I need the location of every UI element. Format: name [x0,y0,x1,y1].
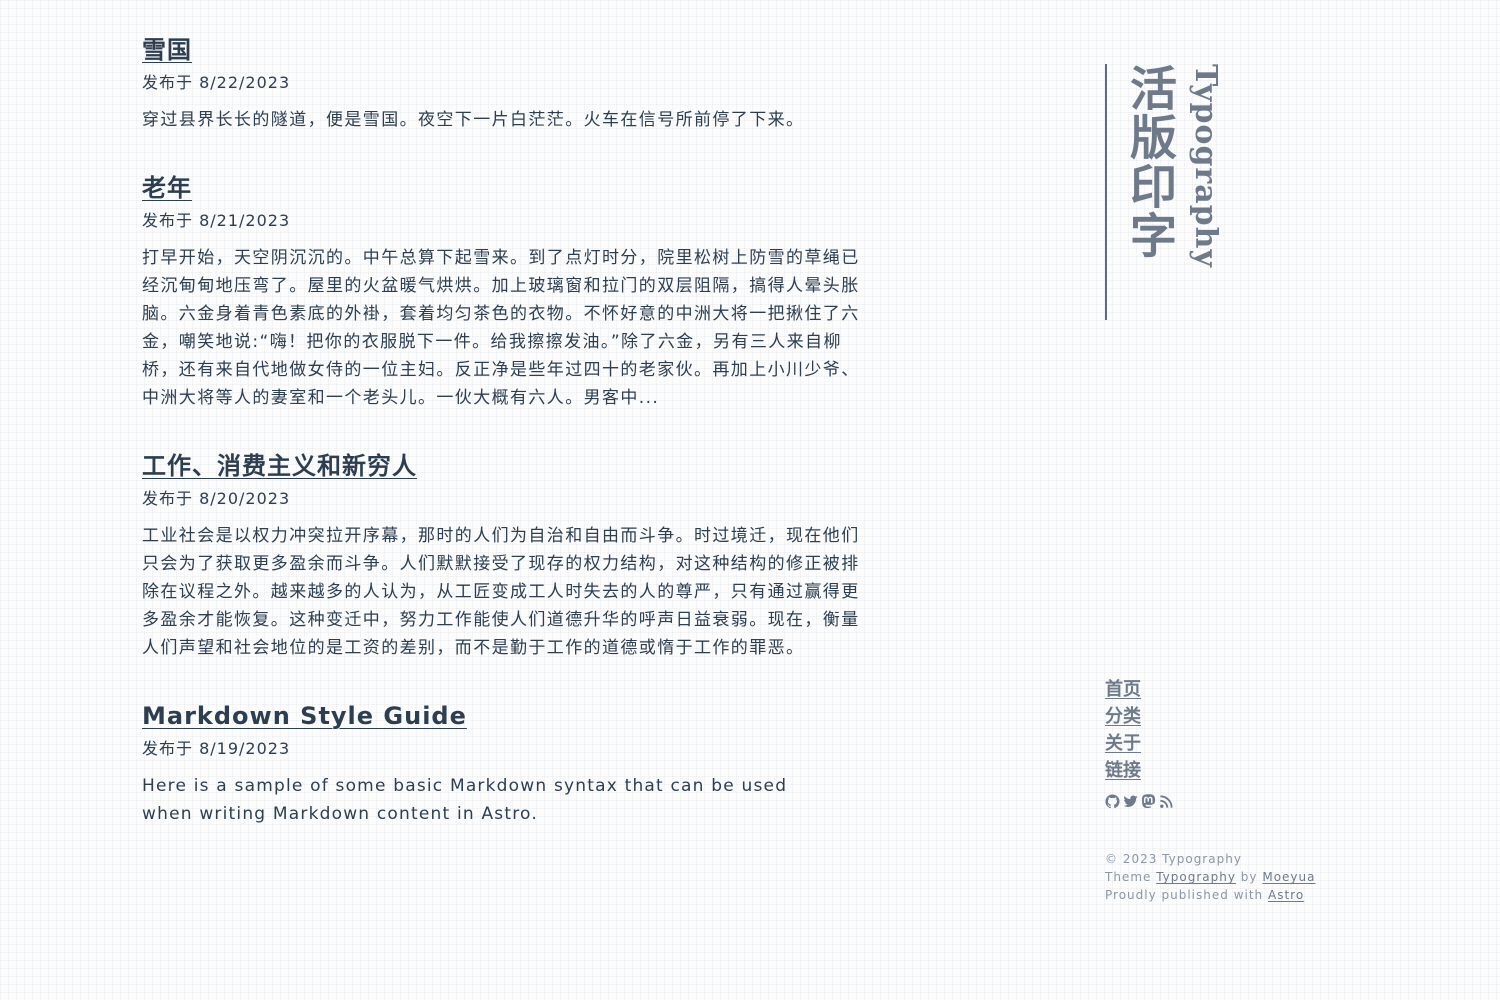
post-date: 发布于 8/22/2023 [142,73,291,92]
nav-home-link[interactable]: 首页 [1105,679,1141,700]
site-title-cn[interactable]: 活版印字 [1121,64,1176,260]
post-item: Markdown Style Guide 发布于 8/19/2023 Here … [142,700,882,828]
footer-theme-line: Theme Typography by Moeyua [1105,868,1315,886]
post-date: 发布于 8/21/2023 [142,211,291,230]
footer-by: by [1240,870,1258,884]
post-excerpt: 打早开始，天空阴沉沉的。中午总算下起雪来。到了点灯时分，院里松树上防雪的草绳已经… [142,248,860,408]
author-link[interactable]: Moeyua [1262,870,1316,884]
post-title-link[interactable]: Markdown Style Guide [142,702,467,730]
post-excerpt: Here is a sample of some basic Markdown … [142,776,788,824]
theme-link[interactable]: Typography [1156,870,1236,884]
site-nav: 首页 分类 关于 链接 [1105,676,1141,784]
post-item: 雪国 发布于 8/22/2023 穿过县界长长的隧道，便是雪国。夜空下一片白茫茫… [142,34,882,134]
footer-copyright: © 2023 Typography [1105,852,1242,866]
post-item: 工作、消费主义和新穷人 发布于 8/20/2023 工业社会是以权力冲突拉开序幕… [142,450,882,662]
social-links [1105,794,1174,809]
mastodon-icon[interactable] [1141,794,1156,809]
post-title-link[interactable]: 工作、消费主义和新穷人 [142,452,417,480]
post-date: 发布于 8/20/2023 [142,489,291,508]
post-title-link[interactable]: 雪国 [142,36,192,64]
footer-published-line: Proudly published with Astro [1105,886,1315,904]
footer-published-prefix: Proudly published with [1105,888,1264,902]
post-item: 老年 发布于 8/21/2023 打早开始，天空阴沉沉的。中午总算下起雪来。到了… [142,172,882,412]
github-icon[interactable] [1105,794,1120,809]
site-title-en[interactable]: Typography [1188,64,1223,268]
post-list: 雪国 发布于 8/22/2023 穿过县界长长的隧道，便是雪国。夜空下一片白茫茫… [142,34,882,866]
post-date: 发布于 8/19/2023 [142,739,291,758]
post-excerpt: 穿过县界长长的隧道，便是雪国。夜空下一片白茫茫。火车在信号所前停了下来。 [142,110,805,130]
footer-theme-prefix: Theme [1105,870,1152,884]
nav-about-link[interactable]: 关于 [1105,733,1141,754]
astro-link[interactable]: Astro [1267,888,1305,902]
nav-categories-link[interactable]: 分类 [1105,706,1141,727]
site-brand[interactable]: 活版印字 Typography [1105,64,1425,320]
post-excerpt: 工业社会是以权力冲突拉开序幕，那时的人们为自治和自由而斗争。时过境迁，现在他们只… [142,526,860,658]
sidebar: 活版印字 Typography 首页 分类 关于 链接 © 2023 Typog… [1105,64,1425,902]
rss-icon[interactable] [1159,794,1174,809]
site-footer: © 2023 Typography Theme Typography by Mo… [1105,850,1315,904]
nav-links-link[interactable]: 链接 [1105,760,1141,781]
twitter-icon[interactable] [1123,794,1138,809]
post-title-link[interactable]: 老年 [142,174,192,202]
